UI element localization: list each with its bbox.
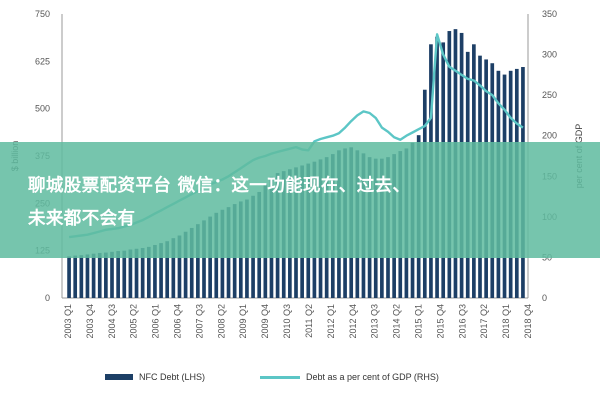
legend-item-nfc-debt: NFC Debt (LHS) — [105, 372, 205, 382]
nfc-debt-bar — [128, 249, 133, 298]
nfc-debt-bar — [202, 220, 206, 298]
x-tick-label: 2015 Q1 — [413, 304, 423, 339]
y-right-tick-label: 200 — [542, 131, 557, 141]
nfc-debt-bar — [79, 255, 84, 298]
legend-item-debt-gdp: Debt as a per cent of GDP (RHS) — [260, 372, 439, 382]
y-right-tick-label: 250 — [542, 90, 557, 100]
watermark-text: 聊城股票配资平台 微信：这一功能现在、过去、 未来都不会有 — [28, 170, 588, 236]
x-tick-label: 2008 Q2 — [216, 304, 226, 339]
x-tick-label: 2012 Q4 — [348, 304, 358, 339]
x-tick-label: 2015 Q4 — [435, 304, 445, 339]
y-right-tick-label: 350 — [542, 9, 557, 19]
nfc-debt-bar — [153, 244, 157, 298]
nfc-debt-bar — [110, 251, 114, 298]
legend-swatch-line — [260, 375, 301, 379]
x-tick-label: 2012 Q1 — [326, 304, 336, 339]
x-tick-label: 2010 Q3 — [282, 304, 292, 339]
watermark-line-1: 聊城股票配资平台 微信：这一功能现在、过去、 — [28, 176, 411, 196]
nfc-debt-bar — [122, 250, 127, 298]
nfc-debt-bar — [146, 246, 151, 298]
x-tick-label: 2007 Q3 — [194, 304, 204, 339]
nfc-debt-bar — [91, 253, 96, 298]
y-left-tick-label: 0 — [45, 293, 50, 303]
nfc-debt-bar — [196, 224, 200, 298]
x-tick-label: 2017 Q2 — [479, 304, 489, 339]
x-tick-label: 2003 Q4 — [85, 304, 95, 339]
x-tick-label: 2013 Q3 — [370, 304, 380, 339]
nfc-debt-bar — [159, 243, 163, 298]
x-tick-label: 2006 Q4 — [173, 304, 183, 339]
nfc-debt-bar — [116, 251, 120, 298]
watermark-banner — [0, 142, 600, 258]
nfc-debt-bar — [104, 252, 108, 298]
y-left-tick-label: 625 — [35, 56, 50, 66]
x-tick-label: 2016 Q3 — [457, 304, 467, 339]
nfc-debt-bar — [165, 241, 170, 298]
nfc-debt-bar — [189, 227, 194, 298]
x-tick-label: 2014 Q2 — [392, 304, 402, 339]
legend: NFC Debt (LHS) Debt as a per cent of GDP… — [105, 372, 494, 382]
x-tick-label: 2018 Q1 — [501, 304, 511, 339]
x-tick-label: 2005 Q2 — [129, 304, 139, 339]
nfc-debt-bar — [67, 256, 71, 298]
nfc-debt-bar — [171, 238, 176, 298]
nfc-debt-bar — [140, 248, 145, 298]
nfc-debt-bar — [85, 254, 90, 298]
nfc-debt-bar — [183, 231, 188, 298]
y-right-tick-label: 0 — [542, 293, 547, 303]
y-left-tick-label: 750 — [35, 9, 50, 19]
x-tick-label: 2009 Q4 — [260, 304, 270, 339]
x-tick-label: 2018 Q4 — [523, 304, 533, 339]
legend-label-nfc-debt: NFC Debt (LHS) — [139, 372, 206, 382]
x-tick-label: 2003 Q1 — [63, 304, 73, 339]
nfc-debt-bar — [97, 252, 102, 298]
x-tick-label: 2006 Q1 — [151, 304, 161, 339]
y-left-tick-label: 500 — [35, 104, 50, 114]
watermark-line-2: 未来都不会有 — [28, 209, 136, 229]
legend-label-debt-gdp: Debt as a per cent of GDP (RHS) — [306, 372, 439, 382]
x-tick-label: 2004 Q3 — [107, 304, 117, 339]
nfc-debt-bar — [73, 255, 78, 298]
x-tick-label: 2009 Q1 — [238, 304, 248, 339]
nfc-debt-bar — [134, 248, 139, 298]
y-right-tick-label: 300 — [542, 50, 557, 60]
x-tick-label: 2011 Q2 — [304, 304, 314, 338]
legend-swatch-bar — [105, 374, 133, 380]
nfc-debt-bar — [177, 235, 182, 298]
